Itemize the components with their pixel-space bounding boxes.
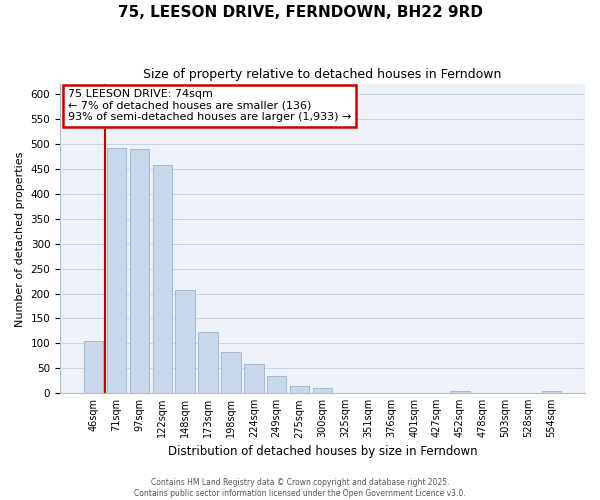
Bar: [542, 390, 561, 393]
Y-axis label: Number of detached properties: Number of detached properties: [15, 151, 25, 326]
Title: Size of property relative to detached houses in Ferndown: Size of property relative to detached ho…: [143, 68, 502, 80]
Bar: [450, 390, 470, 393]
Bar: [107, 148, 126, 393]
Bar: [130, 149, 149, 393]
Bar: [244, 364, 263, 393]
Bar: [175, 290, 195, 393]
Bar: [84, 341, 103, 393]
Bar: [152, 165, 172, 393]
Bar: [290, 386, 310, 393]
Bar: [313, 388, 332, 393]
Bar: [221, 352, 241, 393]
Text: 75 LEESON DRIVE: 74sqm
← 7% of detached houses are smaller (136)
93% of semi-det: 75 LEESON DRIVE: 74sqm ← 7% of detached …: [68, 89, 351, 122]
X-axis label: Distribution of detached houses by size in Ferndown: Distribution of detached houses by size …: [168, 444, 478, 458]
Bar: [267, 376, 286, 393]
Text: Contains HM Land Registry data © Crown copyright and database right 2025.
Contai: Contains HM Land Registry data © Crown c…: [134, 478, 466, 498]
Text: 75, LEESON DRIVE, FERNDOWN, BH22 9RD: 75, LEESON DRIVE, FERNDOWN, BH22 9RD: [118, 5, 482, 20]
Bar: [199, 332, 218, 393]
